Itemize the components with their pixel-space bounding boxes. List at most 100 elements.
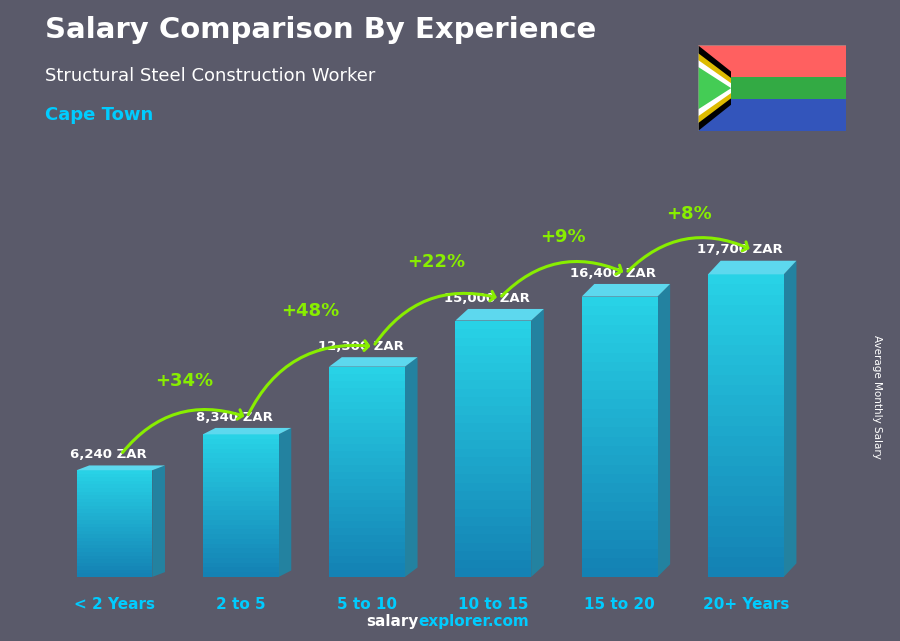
Bar <box>76 517 152 520</box>
Bar <box>202 439 279 444</box>
Bar <box>581 297 658 306</box>
Bar <box>202 472 279 477</box>
Bar <box>202 539 279 544</box>
Bar <box>708 557 784 567</box>
Bar <box>329 374 405 381</box>
Bar <box>202 487 279 492</box>
Bar <box>76 520 152 524</box>
Bar <box>581 483 658 493</box>
Bar <box>76 474 152 478</box>
Text: +48%: +48% <box>281 301 339 319</box>
Bar <box>202 553 279 558</box>
Text: 8,340 ZAR: 8,340 ZAR <box>196 411 273 424</box>
Polygon shape <box>698 53 744 124</box>
Bar <box>455 380 531 389</box>
Bar <box>329 451 405 458</box>
Text: +34%: +34% <box>155 372 213 390</box>
Bar <box>581 399 658 409</box>
Text: 2 to 5: 2 to 5 <box>216 597 266 612</box>
Text: +8%: +8% <box>666 205 712 223</box>
Bar <box>455 363 531 372</box>
Bar <box>76 556 152 559</box>
Bar <box>581 362 658 371</box>
Bar <box>202 529 279 534</box>
Text: 16,400 ZAR: 16,400 ZAR <box>571 267 656 279</box>
Polygon shape <box>698 60 738 117</box>
Bar <box>581 474 658 483</box>
Bar <box>76 506 152 510</box>
Text: Cape Town: Cape Town <box>45 106 153 124</box>
Bar <box>329 472 405 479</box>
Bar <box>581 465 658 474</box>
Bar <box>708 304 784 315</box>
Bar <box>329 521 405 528</box>
Text: salary: salary <box>366 615 418 629</box>
Bar <box>581 381 658 390</box>
Bar <box>455 338 531 346</box>
Bar <box>455 500 531 508</box>
Text: 17,700 ZAR: 17,700 ZAR <box>697 244 782 256</box>
Text: Average Monthly Salary: Average Monthly Salary <box>872 335 883 460</box>
Bar <box>708 476 784 486</box>
Bar <box>581 315 658 324</box>
Bar <box>76 503 152 506</box>
Bar <box>581 428 658 437</box>
Bar <box>708 445 784 456</box>
Bar <box>708 325 784 335</box>
Bar <box>202 435 279 439</box>
Bar <box>329 507 405 514</box>
Bar <box>455 551 531 560</box>
Bar <box>708 385 784 395</box>
Text: 15 to 20: 15 to 20 <box>584 597 655 612</box>
Bar <box>76 573 152 577</box>
Bar <box>76 499 152 503</box>
Bar <box>698 92 846 131</box>
Bar <box>455 354 531 363</box>
Polygon shape <box>202 428 292 435</box>
Polygon shape <box>279 428 292 577</box>
Bar <box>76 485 152 488</box>
Bar <box>202 515 279 520</box>
Bar <box>455 449 531 457</box>
Bar <box>455 560 531 569</box>
Polygon shape <box>698 67 731 110</box>
Bar <box>708 294 784 304</box>
Text: +22%: +22% <box>408 253 465 271</box>
Bar <box>581 558 658 567</box>
Text: < 2 Years: < 2 Years <box>74 597 155 612</box>
Bar <box>202 458 279 463</box>
Bar <box>708 395 784 406</box>
Bar <box>202 463 279 467</box>
Bar <box>202 506 279 510</box>
Bar <box>329 535 405 542</box>
Bar <box>581 390 658 399</box>
Polygon shape <box>708 261 796 274</box>
Bar <box>329 563 405 570</box>
Bar <box>455 406 531 415</box>
Bar <box>455 466 531 474</box>
Text: 5 to 10: 5 to 10 <box>337 597 397 612</box>
Bar <box>581 540 658 549</box>
Bar <box>455 346 531 354</box>
Bar <box>708 345 784 355</box>
Bar <box>455 543 531 551</box>
Bar <box>455 329 531 338</box>
Bar <box>329 416 405 422</box>
Bar <box>202 524 279 529</box>
Bar <box>329 528 405 535</box>
Bar <box>708 537 784 547</box>
Bar <box>202 449 279 453</box>
Bar <box>455 492 531 500</box>
Bar <box>708 486 784 496</box>
Bar <box>202 453 279 458</box>
Bar <box>329 549 405 556</box>
Bar <box>581 353 658 362</box>
Text: 12,300 ZAR: 12,300 ZAR <box>318 340 404 353</box>
Bar <box>581 371 658 381</box>
Bar <box>329 429 405 437</box>
Bar <box>698 78 846 99</box>
Bar <box>76 488 152 492</box>
Polygon shape <box>405 357 418 577</box>
Bar <box>708 375 784 385</box>
Bar <box>455 508 531 517</box>
